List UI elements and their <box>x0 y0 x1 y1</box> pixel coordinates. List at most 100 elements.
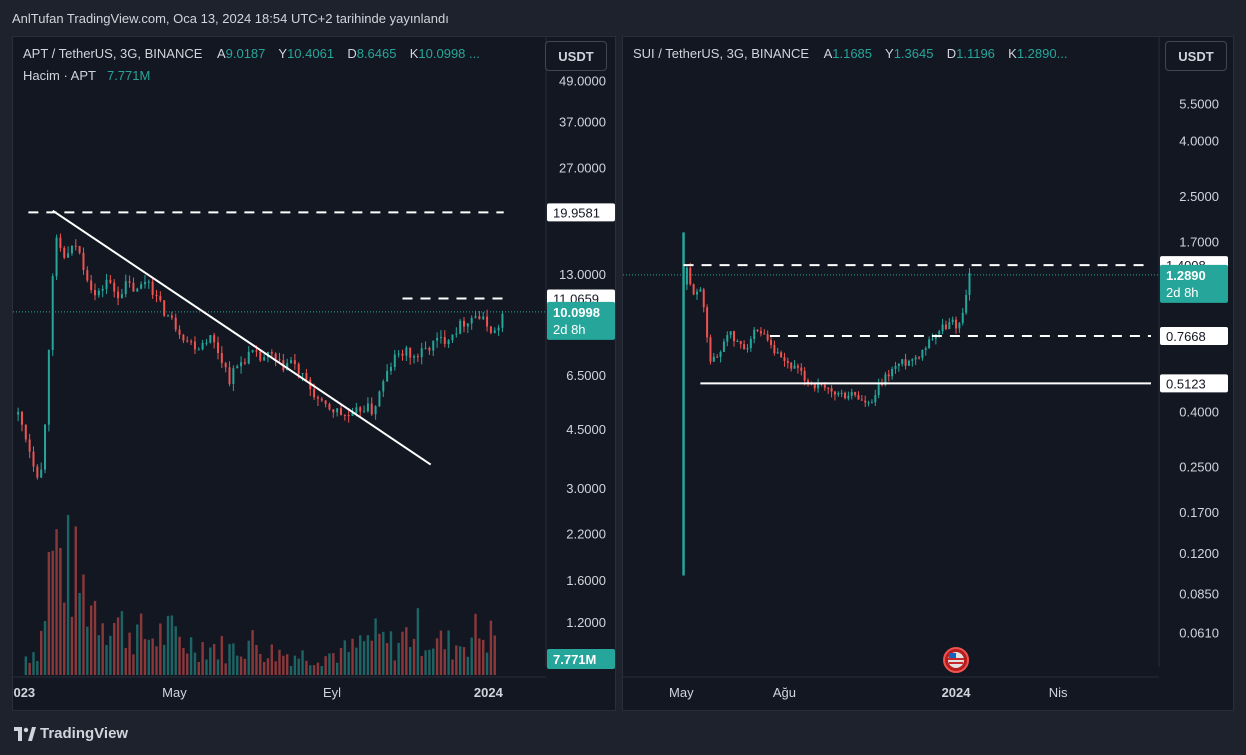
candle-body <box>117 291 120 299</box>
price-label-text: 0.7668 <box>1166 329 1206 344</box>
volume-bar <box>443 649 446 675</box>
candle-body <box>47 350 50 425</box>
us-flag-stripe <box>948 658 965 660</box>
volume-bar <box>385 643 389 675</box>
volume-bar <box>470 637 473 675</box>
candle-body <box>413 356 416 358</box>
candle-body <box>463 320 465 327</box>
candle-body <box>274 353 277 360</box>
y-tick-label: 0.0850 <box>1179 587 1219 602</box>
x-tick-label: 2023 <box>13 685 35 700</box>
volume-bar <box>416 608 420 675</box>
candle-body <box>867 402 870 404</box>
candle-body <box>278 359 281 361</box>
candle-body <box>343 414 346 416</box>
volume-bar <box>466 656 470 675</box>
y-tick-label: 37.0000 <box>559 114 606 129</box>
candle-body <box>786 360 789 363</box>
candle-body <box>904 359 907 366</box>
candle-body <box>897 363 900 366</box>
price-label-text: 0.5123 <box>1166 376 1206 391</box>
x-tick-label: Nis <box>1049 685 1068 700</box>
candle-body <box>324 400 327 404</box>
volume-bar <box>209 647 212 675</box>
candle-body <box>201 343 204 350</box>
volume-bar <box>397 642 400 675</box>
sui-chart-panel[interactable]: 8.00005.50004.00002.50001.70000.40000.25… <box>622 36 1234 711</box>
candle-body <box>763 333 766 335</box>
y-tick-label: 6.5000 <box>566 368 606 383</box>
candle-body <box>759 331 762 334</box>
tradingview-logo[interactable]: TradingView <box>14 725 128 742</box>
volume-bar <box>351 638 354 675</box>
candle-body <box>251 350 254 352</box>
volume-bar <box>32 652 35 675</box>
volume-bar <box>170 615 174 675</box>
apt-ohlc-legend: APT / TetherUS, 3G, BINANCE A9.0187 Y10.… <box>23 46 480 61</box>
volume-bar <box>105 644 108 675</box>
candle-body <box>20 411 23 425</box>
candle-body <box>243 362 246 364</box>
candle-body <box>374 406 377 415</box>
candle-body <box>944 324 947 330</box>
candle-body <box>143 282 146 285</box>
y-tick-label: 27.0000 <box>559 160 606 175</box>
candle-body <box>366 403 369 412</box>
candle-body <box>94 289 96 296</box>
candle-body <box>482 316 485 320</box>
candle-body <box>409 347 412 358</box>
candle-body <box>968 272 971 295</box>
apt-volume-label: Hacim · APT <box>23 68 96 83</box>
volume-bar <box>332 653 335 675</box>
apt-open-value: 9.0187 <box>225 46 266 61</box>
price-label-box <box>1160 326 1228 345</box>
volume-bar <box>489 620 493 675</box>
candle-body <box>827 387 830 389</box>
volume-bar <box>82 574 85 675</box>
apt-chart-panel[interactable]: 49.0000 37.0000 27.0000 13.0000 6.5000 4.5000… <box>12 36 616 711</box>
candle-body <box>228 367 231 384</box>
apt-low-label: D <box>347 46 357 61</box>
volume-bar <box>374 618 377 675</box>
candle-body <box>297 363 300 374</box>
candle-body <box>63 247 66 258</box>
volume-bar <box>382 631 385 675</box>
y-tick-label: 1.7000 <box>1179 234 1219 249</box>
candle-body <box>746 348 749 350</box>
candle-body <box>497 327 500 331</box>
apt-low-value: 8.6465 <box>356 46 397 61</box>
volume-bar <box>362 641 366 675</box>
volume-bar <box>339 648 343 675</box>
volume-bar <box>197 661 200 675</box>
sui-chart-svg[interactable]: 8.00005.50004.00002.50001.70000.40000.25… <box>623 37 1234 711</box>
candle-body <box>170 315 173 318</box>
trend-line <box>52 209 432 466</box>
volume-bar <box>159 623 162 675</box>
candle-body <box>854 392 857 396</box>
y-tick-label: 0.0610 <box>1179 626 1219 641</box>
candle-body <box>363 411 366 413</box>
candle-body <box>428 347 431 351</box>
candle-body <box>167 315 170 317</box>
volume-bar <box>186 653 189 675</box>
candle-body <box>159 296 162 301</box>
apt-close-label: K <box>409 46 419 61</box>
x-tick-label: May <box>162 685 187 700</box>
volume-bar <box>39 630 43 675</box>
volume-bar <box>224 663 227 675</box>
volume-bar <box>189 637 193 675</box>
volume-bar <box>428 649 431 675</box>
volume-bar <box>28 662 31 675</box>
candle-body <box>163 300 166 316</box>
candle-body <box>813 383 816 389</box>
volume-bar <box>43 620 47 675</box>
candle-body <box>51 276 54 351</box>
apt-chart-svg[interactable]: 49.0000 37.0000 27.0000 13.0000 6.5000 4.5000… <box>13 37 616 711</box>
sui-currency-button[interactable]: USDT <box>1165 41 1227 71</box>
candle-body <box>800 367 803 371</box>
candle-body <box>470 317 473 324</box>
candle-body <box>355 407 358 413</box>
apt-currency-button[interactable]: USDT <box>545 41 607 71</box>
volume-bar <box>474 613 477 675</box>
candle-body <box>124 281 127 295</box>
